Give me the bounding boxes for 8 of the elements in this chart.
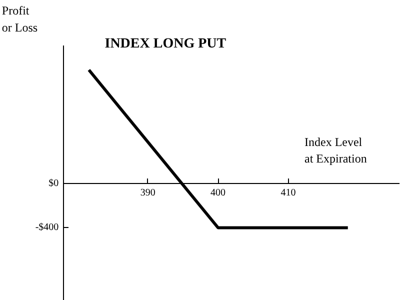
x-axis-title: Index Level at Expiration [304, 134, 367, 166]
y-tick-label: -$400 [35, 222, 59, 234]
y-tick-label: $0 [48, 178, 59, 190]
x-tick-label: 410 [280, 188, 296, 199]
text: INDEX LONG PUT [104, 36, 227, 52]
x-tick-label: 400 [210, 188, 226, 199]
x-tick-label: 390 [140, 188, 156, 199]
y-axis-title: Profit or Loss [2, 4, 38, 34]
